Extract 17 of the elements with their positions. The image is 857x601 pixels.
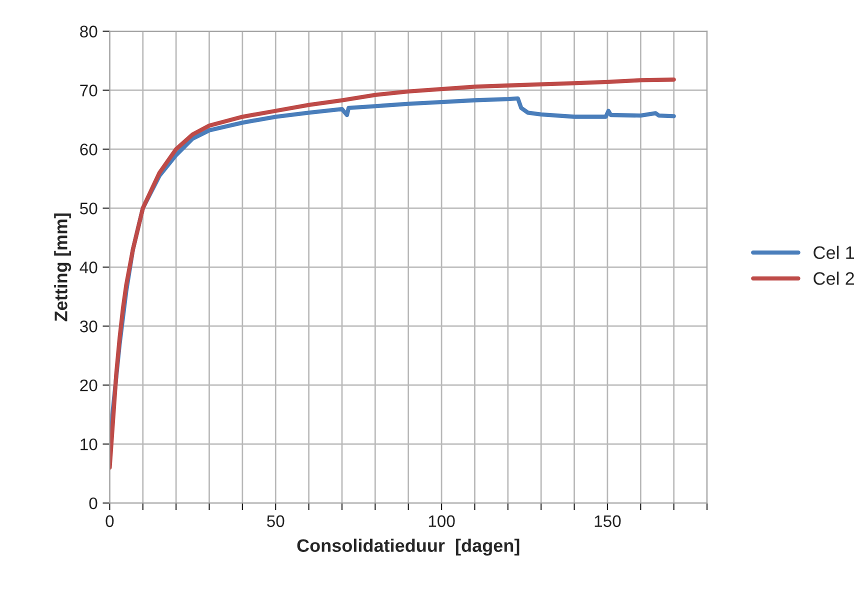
legend-label: Cel 1 (814, 246, 854, 260)
y-tick-label: 30 (80, 320, 98, 332)
x-tick-label: 0 (106, 515, 114, 528)
x-tick-label: 50 (267, 515, 284, 528)
x-tick-label: 150 (594, 515, 621, 528)
x-axis-title: Consolidatieduur [dagen] (297, 538, 520, 556)
y-tick-label: 40 (80, 262, 98, 274)
y-tick-label: 50 (80, 202, 98, 214)
legend-label: Cel 2 (814, 272, 854, 285)
x-tick-label: 100 (428, 515, 455, 528)
y-tick-label: 60 (80, 144, 98, 156)
y-tick-label: 80 (80, 26, 98, 38)
y-tick-label: 10 (80, 438, 98, 450)
y-tick-label: 20 (80, 379, 98, 392)
y-axis-title: Zetting [mm] (54, 213, 72, 322)
y-tick-label: 0 (89, 497, 98, 510)
y-tick-label: 70 (80, 84, 98, 96)
